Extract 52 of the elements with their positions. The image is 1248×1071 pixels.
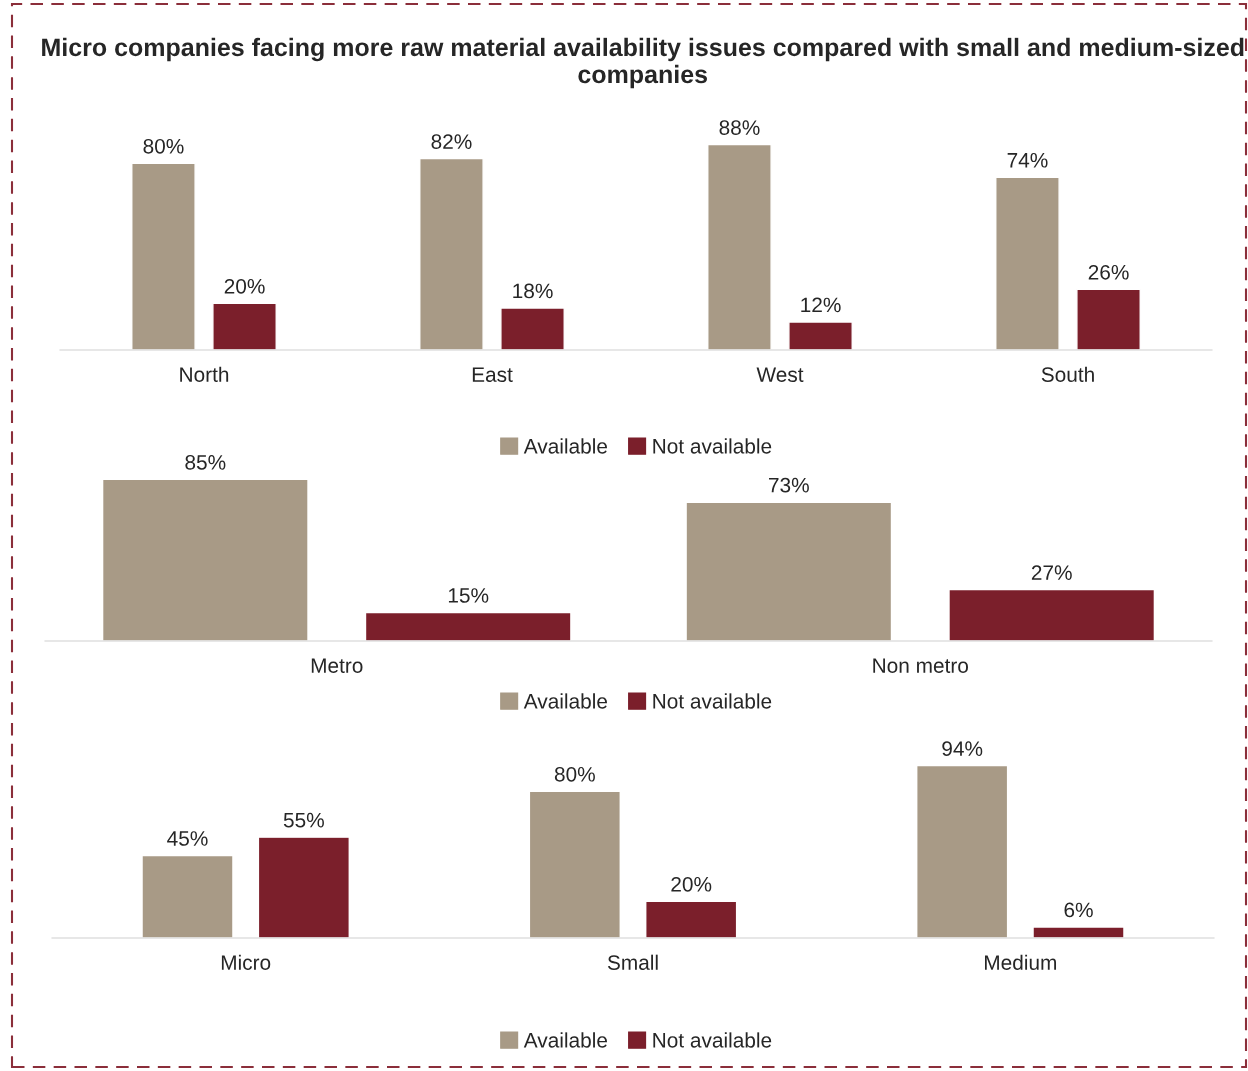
legend-label: Not available: [653, 438, 772, 454]
bar: [131, 162, 196, 350]
data-label: 20%: [224, 278, 265, 294]
bar: [419, 157, 484, 350]
data-label: 6%: [1064, 902, 1093, 918]
data-label: 80%: [554, 766, 595, 782]
x-tick-label: West: [756, 367, 804, 382]
bar: [645, 900, 738, 938]
data-label: 85%: [185, 454, 226, 470]
data-label: 45%: [167, 831, 208, 846]
x-tick-label: Medium: [985, 954, 1057, 970]
data-label: 73%: [769, 477, 809, 493]
x-tick-label: North: [180, 366, 229, 382]
data-label: 12%: [801, 297, 841, 313]
data-label: 27%: [1031, 565, 1072, 580]
data-label: 74%: [1007, 152, 1048, 168]
x-tick-label: Micro: [221, 954, 271, 970]
data-label: 88%: [719, 120, 760, 135]
bar: [257, 836, 350, 938]
data-label: 82%: [431, 134, 472, 149]
bar: [364, 611, 572, 641]
bar: [1032, 926, 1125, 938]
bar: [101, 478, 309, 641]
data-label: 18%: [513, 283, 553, 299]
x-tick-label: Non metro: [873, 658, 969, 673]
data-label: 55%: [283, 812, 324, 828]
bar: [528, 790, 621, 938]
legend-label: Not available: [653, 1032, 772, 1048]
legend-label: Not available: [653, 693, 772, 709]
bar: [707, 143, 772, 350]
bar: [948, 588, 1156, 641]
data-label: 26%: [1088, 264, 1129, 280]
bar: [788, 321, 853, 350]
bar: [1076, 288, 1141, 350]
legend-label: Available: [523, 438, 608, 454]
bar: [995, 176, 1060, 350]
bar: [212, 302, 277, 350]
data-label: 80%: [143, 138, 184, 154]
bar: [916, 764, 1009, 938]
legend-label: Available: [523, 693, 608, 709]
bar: [500, 307, 565, 350]
chart-title: Micro companies facing more raw material availability issues compared with small and medium-sized companies: [42, 37, 1244, 89]
x-tick-label: East: [472, 367, 513, 382]
x-tick-label: Metro: [311, 658, 363, 673]
x-tick-label: South: [1041, 366, 1094, 382]
data-label: 20%: [671, 876, 712, 892]
data-label: 94%: [942, 741, 983, 757]
data-label: 15%: [448, 588, 489, 603]
legend-label: Available: [523, 1032, 608, 1048]
bar: [141, 854, 234, 938]
bar: [685, 501, 893, 641]
x-tick-label: Small: [607, 954, 658, 970]
